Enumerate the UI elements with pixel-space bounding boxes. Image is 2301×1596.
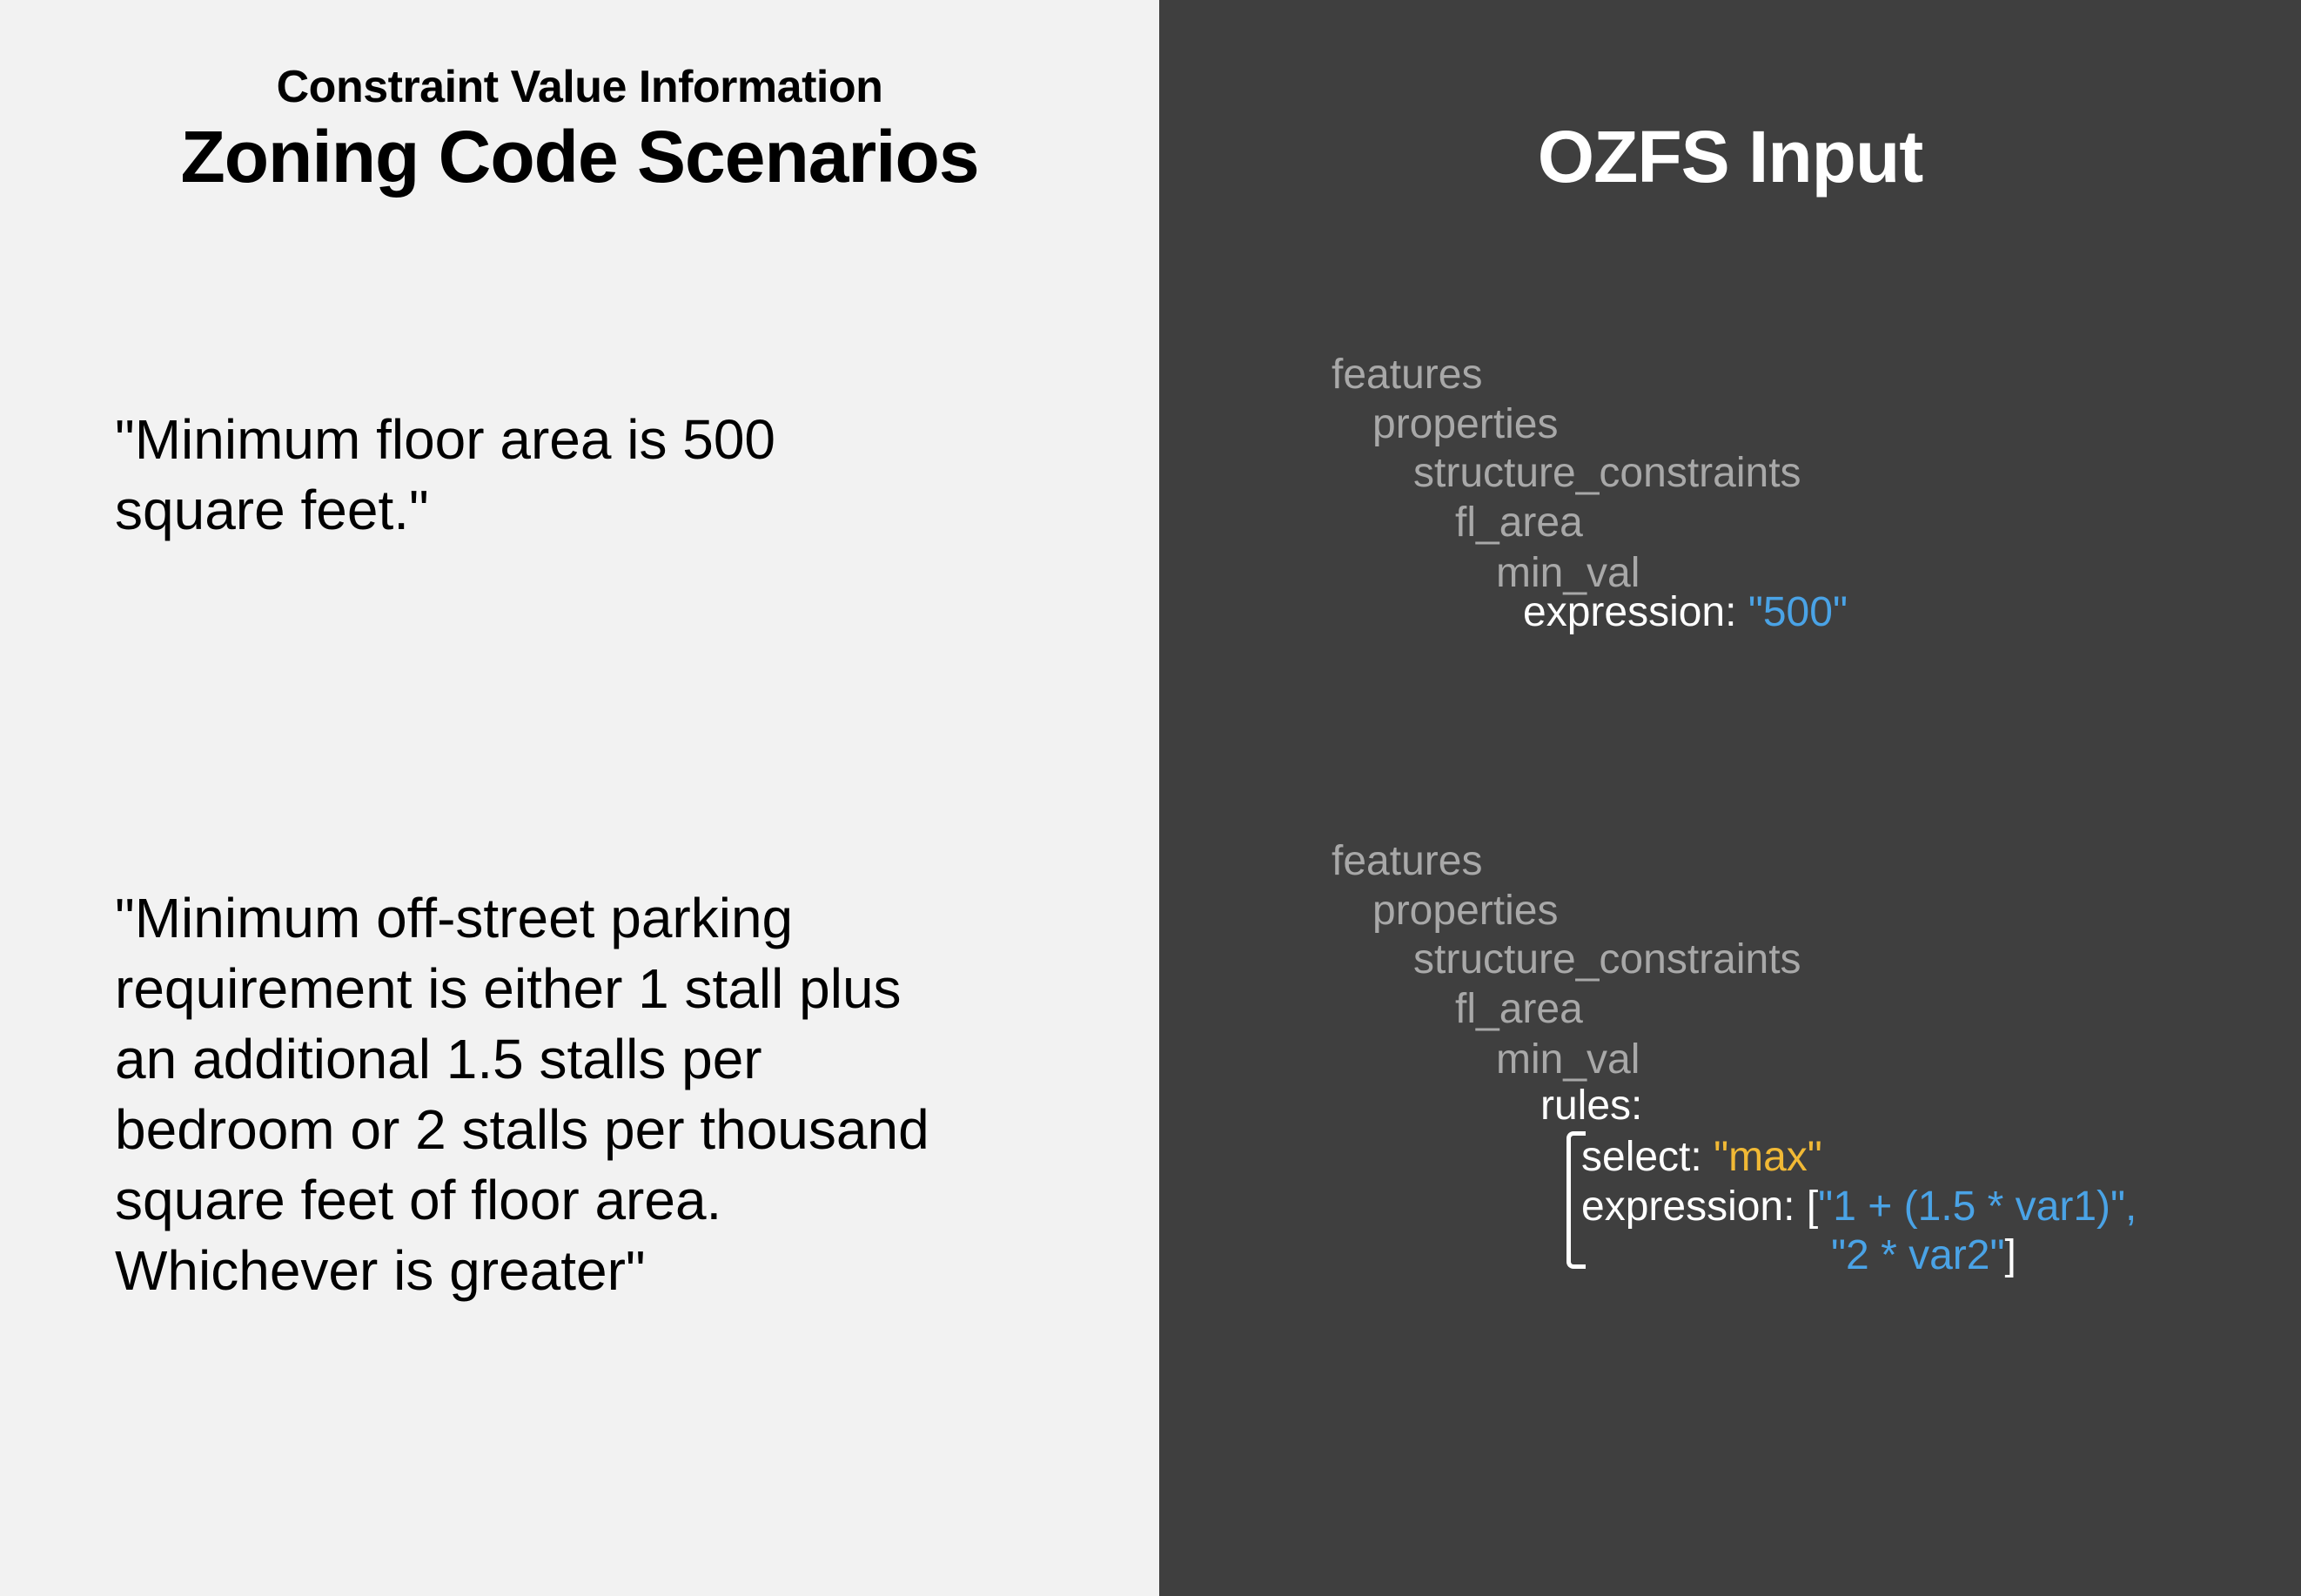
scenarios-panel: Constraint Value Information Zoning Code… [0,0,1159,1596]
key-structure-constraints: structure_constraints [1413,936,1801,982]
scenario-1-line: square feet." [115,479,429,541]
array-close-bracket: ] [2004,1232,2016,1278]
select-line: select: "max" [1581,1133,1822,1182]
key-expression: expression: [1523,589,1737,635]
key-fl-area: fl_area [1455,500,1583,546]
value-expression-2: "2 * var2" [1831,1232,2005,1278]
key-features: features [1332,838,1483,884]
expression-line: expression: "500" [1523,588,1848,637]
key-rules: rules: [1540,1083,1643,1129]
key-structure-constraints: structure_constraints [1413,450,1801,496]
key-fl-area: fl_area [1455,986,1583,1032]
value-expression-1: "1 + (1.5 * var1)", [1818,1184,2137,1230]
key-properties: properties [1372,401,1559,447]
array-open-bracket: [ [1806,1184,1819,1230]
key-features: features [1332,352,1483,398]
key-min-val: min_val [1496,1036,1640,1083]
scenario-2-text: "Minimum off-street parking requirement … [115,883,1072,1306]
panel-subtitle: Constraint Value Information [276,62,883,112]
ozfs-panel: OZFS Input [1159,0,2301,1596]
expression-line-2: "2 * var2"] [1831,1231,2016,1280]
scenario-2-line: "Minimum off-street parking [115,887,794,949]
scenario-2-line: an additional 1.5 stalls per [115,1028,762,1090]
key-properties: properties [1372,888,1559,934]
rules-bracket [1566,1131,1586,1269]
key-min-val: min_val [1496,550,1640,596]
scenario-2-line: square feet of floor area. [115,1169,722,1231]
value-expression: "500" [1748,589,1848,635]
scenario-2-line: bedroom or 2 stalls per thousand [115,1098,929,1161]
ozfs-title: OZFS Input [1537,116,1924,198]
expression-line: expression: ["1 + (1.5 * var1)", [1581,1183,2137,1231]
value-select: "max" [1714,1134,1822,1180]
key-select: select: [1581,1134,1702,1180]
scenario-1-line: "Minimum floor area is 500 [115,408,775,471]
scenario-2-line: Whichever is greater" [115,1239,646,1302]
panel-title: Zoning Code Scenarios [180,116,979,198]
scenario-1-text: "Minimum floor area is 500 square feet." [115,405,1072,546]
scenario-2-line: requirement is either 1 stall plus [115,957,902,1020]
key-expression: expression: [1581,1184,1795,1230]
